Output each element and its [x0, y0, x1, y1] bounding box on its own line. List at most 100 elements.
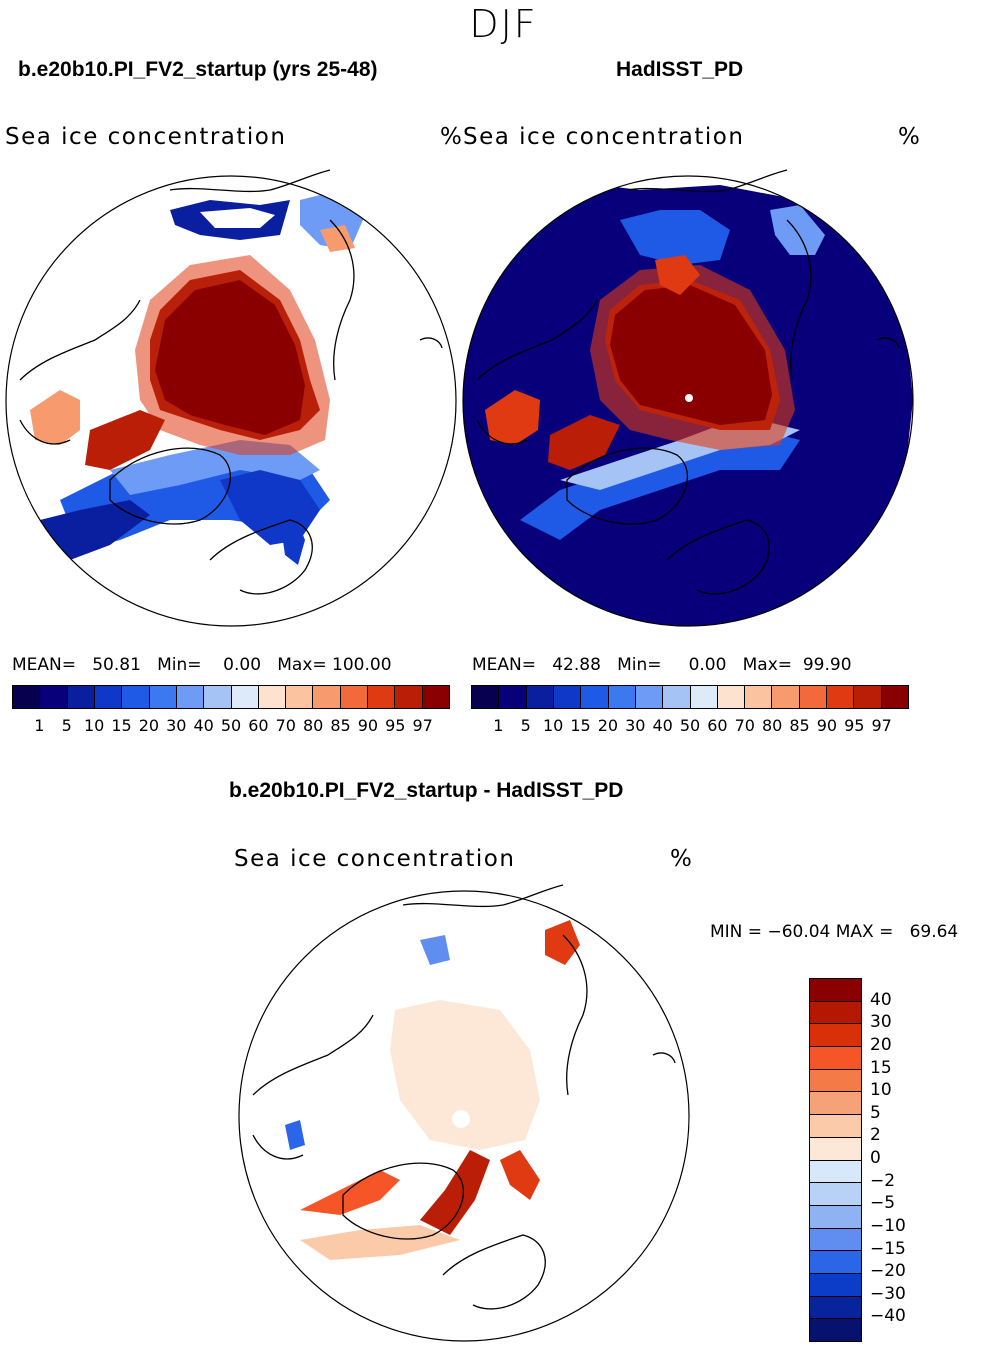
right-atlantic-blue	[520, 430, 800, 540]
diff-colorbar-cell	[810, 979, 861, 1002]
diff-colorbar-cell	[810, 1137, 861, 1161]
diff-colorbar-cell	[810, 1296, 861, 1320]
right-colorbar-cell	[472, 686, 500, 708]
left-min-label: Min=	[157, 655, 202, 675]
diff-colorbar-cell	[810, 1047, 861, 1070]
right-coastlines	[476, 169, 900, 595]
right-colorbar-cell	[799, 686, 828, 708]
diff-colorbar-cell	[810, 1115, 861, 1138]
left-colorbar-cell	[94, 686, 123, 708]
diff-colorbar-cell	[810, 1160, 861, 1184]
diff-variable-label: Sea ice concentration	[234, 846, 516, 872]
diff-colorbar-cell	[810, 1251, 861, 1274]
right-ice-field	[463, 180, 913, 626]
diff-colorbar	[809, 978, 862, 1342]
left-colorbar-cell	[395, 686, 423, 708]
diff-pale-band	[300, 1225, 460, 1260]
left-hudson-bay	[30, 390, 80, 445]
diff-blue-patch	[285, 1120, 305, 1150]
diff-colorbar-cell	[810, 1205, 861, 1229]
diff-colorbar-cell	[810, 1069, 861, 1093]
left-colorbar-cell	[340, 686, 369, 708]
left-colorbar-tick: 90	[357, 716, 379, 735]
right-map-boundary	[462, 175, 914, 627]
right-min-label: Min=	[617, 655, 662, 675]
right-colorbar-tick: 30	[625, 716, 646, 735]
right-mean-value: 42.88	[552, 655, 601, 675]
diff-bering-blue	[420, 935, 450, 965]
diff-colorbar-cell	[810, 1273, 861, 1297]
right-colorbar-cell	[745, 686, 773, 708]
diff-colorbar-tick: −30	[870, 1283, 906, 1304]
diff-colorbar-cell	[810, 1001, 861, 1025]
right-colorbar-tick: 90	[816, 716, 838, 735]
left-colorbar-tick: 10	[83, 716, 105, 735]
left-ice-field	[30, 190, 365, 565]
left-colorbar-tick: 5	[61, 716, 72, 735]
right-stats: MEAN= 42.88 Min= 0.00 Max= 99.90	[472, 655, 852, 675]
diff-colorbar-cell	[810, 1024, 861, 1048]
diff-okhotsk-red	[545, 920, 580, 965]
right-colorbar-cell	[526, 686, 554, 708]
left-colorbar-tick: 85	[330, 716, 351, 735]
diff-arc-red	[420, 1150, 490, 1235]
left-map-boundary	[5, 175, 457, 627]
diff-pole-hole	[452, 1110, 470, 1128]
diff-field	[285, 920, 580, 1260]
diff-colorbar-cell	[810, 1092, 861, 1116]
right-colorbar-tick: 20	[597, 716, 619, 735]
right-variable-label: Sea ice concentration	[463, 124, 745, 150]
right-pole-hole	[685, 394, 693, 402]
right-bering-blue	[620, 210, 730, 265]
diff-colorbar-tick: −10	[870, 1215, 906, 1236]
diff-colorbar-tick: −20	[870, 1261, 906, 1282]
right-colorbar-tick: 1	[493, 716, 504, 735]
left-colorbar-ticks: 1 5 10 15 20 30 40 50 60 70 80 85 90 95 97	[12, 716, 448, 736]
left-unit-label: %	[440, 124, 462, 150]
diff-colorbar-cell	[810, 1183, 861, 1206]
diff-colorbar-tick: −5	[870, 1193, 896, 1214]
right-colorbar-tick: 85	[789, 716, 810, 735]
left-mean-value: 50.81	[92, 655, 141, 675]
diff-greenland-sea	[300, 1170, 400, 1215]
left-colorbar-cell	[149, 686, 177, 708]
right-colorbar-tick: 40	[652, 716, 673, 735]
right-colorbar-cell	[608, 686, 636, 708]
right-max-label: Max=	[742, 655, 793, 675]
left-dark-blue-band	[40, 500, 150, 560]
left-mean-label: MEAN=	[12, 655, 76, 675]
left-colorbar-cell	[204, 686, 232, 708]
left-colorbar-tick: 70	[275, 716, 296, 735]
left-colorbar-tick: 97	[412, 716, 433, 735]
right-colorbar-tick: 60	[707, 716, 728, 735]
left-bering-white	[200, 208, 275, 228]
left-colorbar-tick: 95	[385, 716, 406, 735]
right-colorbar-cell	[717, 686, 746, 708]
right-colorbar-tick: 10	[542, 716, 564, 735]
diff-minmax: MIN = −60.04 MAX = 69.64	[710, 922, 959, 942]
right-colorbar-cell	[499, 686, 527, 708]
left-max-value: 100.00	[332, 655, 392, 675]
left-colorbar-cell	[313, 686, 341, 708]
left-colorbar-tick: 60	[248, 716, 269, 735]
diff-arc-red-2	[500, 1150, 540, 1200]
right-max-value: 99.90	[802, 655, 852, 675]
left-baltic	[280, 515, 305, 565]
diff-panel-title: b.e20b10.PI_FV2_startup - HadISST_PD	[229, 779, 624, 802]
diff-colorbar-cell	[810, 1228, 861, 1252]
right-colorbar-ticks: 1 5 10 15 20 30 40 50 60 70 80 85 90 95 97	[471, 716, 907, 736]
right-mean-label: MEAN=	[472, 655, 536, 675]
right-colorbar-cell	[581, 686, 609, 708]
right-unit-label: %	[898, 124, 920, 150]
diff-colorbar-tick: 2	[870, 1125, 881, 1146]
diff-coastlines	[252, 884, 676, 1310]
right-colorbar-cell	[772, 686, 800, 708]
diff-colorbar-cell	[810, 1319, 861, 1341]
right-colorbar-cell	[553, 686, 582, 708]
left-colorbar-cell	[368, 686, 396, 708]
diff-unit-label: %	[670, 846, 692, 872]
diff-colorbar-tick: −40	[870, 1306, 906, 1327]
right-okhotsk	[770, 205, 825, 255]
right-colorbar-cell	[690, 686, 718, 708]
